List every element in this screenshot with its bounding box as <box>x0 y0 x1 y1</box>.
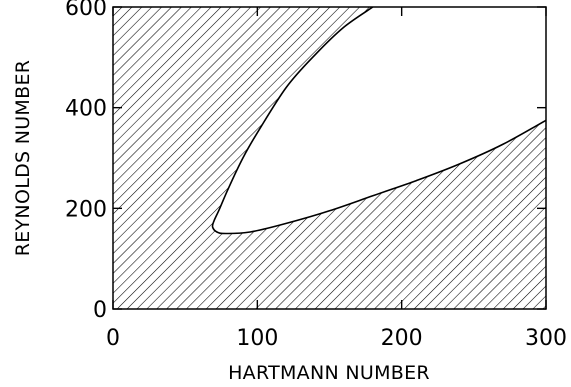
x-tick-label: 300 <box>525 326 567 351</box>
y-tick-labels: 0 200 400 600 <box>65 0 107 323</box>
x-tick-label: 0 <box>106 326 120 351</box>
plot-frame <box>112 6 547 310</box>
x-axis-label: HARTMANN NUMBER <box>228 362 430 384</box>
stability-boundary-curve <box>211 7 546 235</box>
y-tick-label: 0 <box>93 298 107 323</box>
x-tick-label: 100 <box>236 326 278 351</box>
y-tick-label: 200 <box>65 197 107 222</box>
x-tick-label: 200 <box>381 326 423 351</box>
y-tick-label: 600 <box>65 0 107 21</box>
x-tick-labels: 0 100 200 300 <box>106 326 567 351</box>
y-tick-label: 400 <box>65 97 107 122</box>
unhatched-region <box>212 7 546 234</box>
y-axis-label: REYNOLDS NUMBER <box>12 60 34 257</box>
tick-marks <box>112 6 547 310</box>
